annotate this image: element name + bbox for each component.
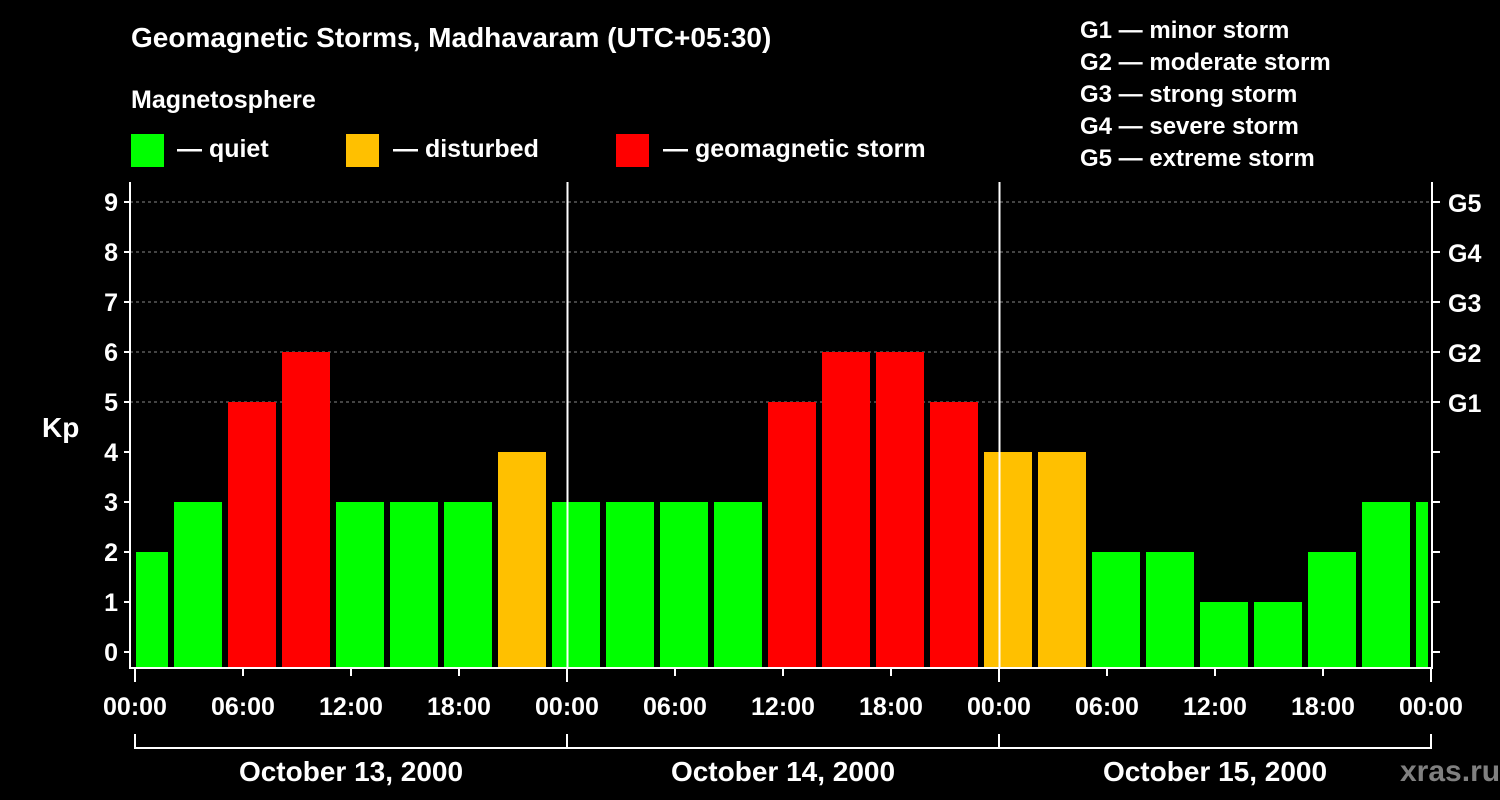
day-label: October 14, 2000 bbox=[671, 756, 895, 787]
x-tick-label: 12:00 bbox=[751, 693, 815, 721]
x-tick-label: 06:00 bbox=[1075, 693, 1139, 721]
kp-bar bbox=[822, 352, 870, 668]
kp-bar bbox=[282, 352, 330, 668]
chart-subtitle: Magnetosphere bbox=[131, 86, 316, 114]
scale-legend: G1 — minor storm G2 — moderate storm G3 … bbox=[1080, 15, 1331, 175]
legend-swatch-quiet bbox=[131, 134, 164, 167]
kp-bar bbox=[552, 502, 600, 668]
scale-g1: G1 — minor storm bbox=[1080, 17, 1290, 44]
right-tick-label: G4 bbox=[1448, 240, 1481, 268]
kp-bar bbox=[498, 452, 546, 668]
kp-bar bbox=[336, 502, 384, 668]
day-bracket bbox=[134, 734, 1432, 749]
x-tick-label: 12:00 bbox=[1183, 693, 1247, 721]
y-tick-label: 3 bbox=[104, 489, 118, 517]
kp-bar bbox=[876, 352, 924, 668]
kp-bar bbox=[1416, 502, 1428, 668]
x-tick-label: 18:00 bbox=[1291, 693, 1355, 721]
x-tick-label: 00:00 bbox=[1399, 693, 1463, 721]
kp-bar bbox=[390, 502, 438, 668]
x-tick-label: 12:00 bbox=[319, 693, 383, 721]
y-tick-label: 6 bbox=[104, 339, 118, 367]
chart-title: Geomagnetic Storms, Madhavaram (UTC+05:3… bbox=[131, 22, 772, 53]
y-tick-label: 4 bbox=[104, 439, 118, 467]
kp-bar bbox=[1308, 552, 1356, 668]
watermark: xras.ru bbox=[1400, 755, 1500, 788]
kp-bar bbox=[1362, 502, 1410, 668]
x-tick-label: 00:00 bbox=[535, 693, 599, 721]
x-tick-label: 18:00 bbox=[427, 693, 491, 721]
y-axis-label: Kp bbox=[42, 412, 80, 443]
x-tick-label: 18:00 bbox=[859, 693, 923, 721]
kp-bar bbox=[660, 502, 708, 668]
kp-bar bbox=[606, 502, 654, 668]
scale-g2: G2 — moderate storm bbox=[1080, 49, 1331, 76]
right-tick-label: G3 bbox=[1448, 290, 1481, 318]
legend-label: — geomagnetic storm bbox=[663, 135, 926, 163]
kp-bar bbox=[444, 502, 492, 668]
x-tick-label: 00:00 bbox=[103, 693, 167, 721]
scale-g3: G3 — strong storm bbox=[1080, 81, 1298, 108]
kp-bar bbox=[768, 402, 816, 668]
kp-bar bbox=[1254, 602, 1302, 668]
legend-swatch-disturbed bbox=[346, 134, 379, 167]
x-tick-label: 00:00 bbox=[967, 693, 1031, 721]
y-tick-label: 9 bbox=[104, 189, 118, 217]
y-tick-label: 0 bbox=[104, 639, 118, 667]
x-tick-label: 06:00 bbox=[211, 693, 275, 721]
kp-bar bbox=[136, 552, 168, 668]
right-tick-label: G5 bbox=[1448, 190, 1481, 218]
kp-bar bbox=[1092, 552, 1140, 668]
legend-label: — quiet bbox=[177, 135, 269, 163]
y-tick-label: 1 bbox=[104, 589, 118, 617]
y-tick-label: 5 bbox=[104, 389, 118, 417]
scale-g4: G4 — severe storm bbox=[1080, 113, 1299, 140]
kp-bar bbox=[1038, 452, 1086, 668]
kp-bar bbox=[714, 502, 762, 668]
right-tick-label: G1 bbox=[1448, 390, 1481, 418]
axis-frame bbox=[129, 182, 1433, 669]
day-label: October 15, 2000 bbox=[1103, 756, 1327, 787]
x-tick-label: 06:00 bbox=[643, 693, 707, 721]
legend-label: — disturbed bbox=[393, 135, 539, 163]
y-tick-label: 2 bbox=[104, 539, 118, 567]
kp-bar bbox=[1146, 552, 1194, 668]
y-tick-label: 8 bbox=[104, 239, 118, 267]
scale-g5: G5 — extreme storm bbox=[1080, 145, 1315, 172]
kp-bar bbox=[1200, 602, 1248, 668]
day-label: October 13, 2000 bbox=[239, 756, 463, 787]
kp-bar bbox=[930, 402, 978, 668]
right-tick-label: G2 bbox=[1448, 340, 1481, 368]
kp-bar bbox=[174, 502, 222, 668]
kp-bar bbox=[984, 452, 1032, 668]
legend-swatch-storm bbox=[616, 134, 649, 167]
y-tick-label: 7 bbox=[104, 289, 118, 317]
kp-bar bbox=[228, 402, 276, 668]
